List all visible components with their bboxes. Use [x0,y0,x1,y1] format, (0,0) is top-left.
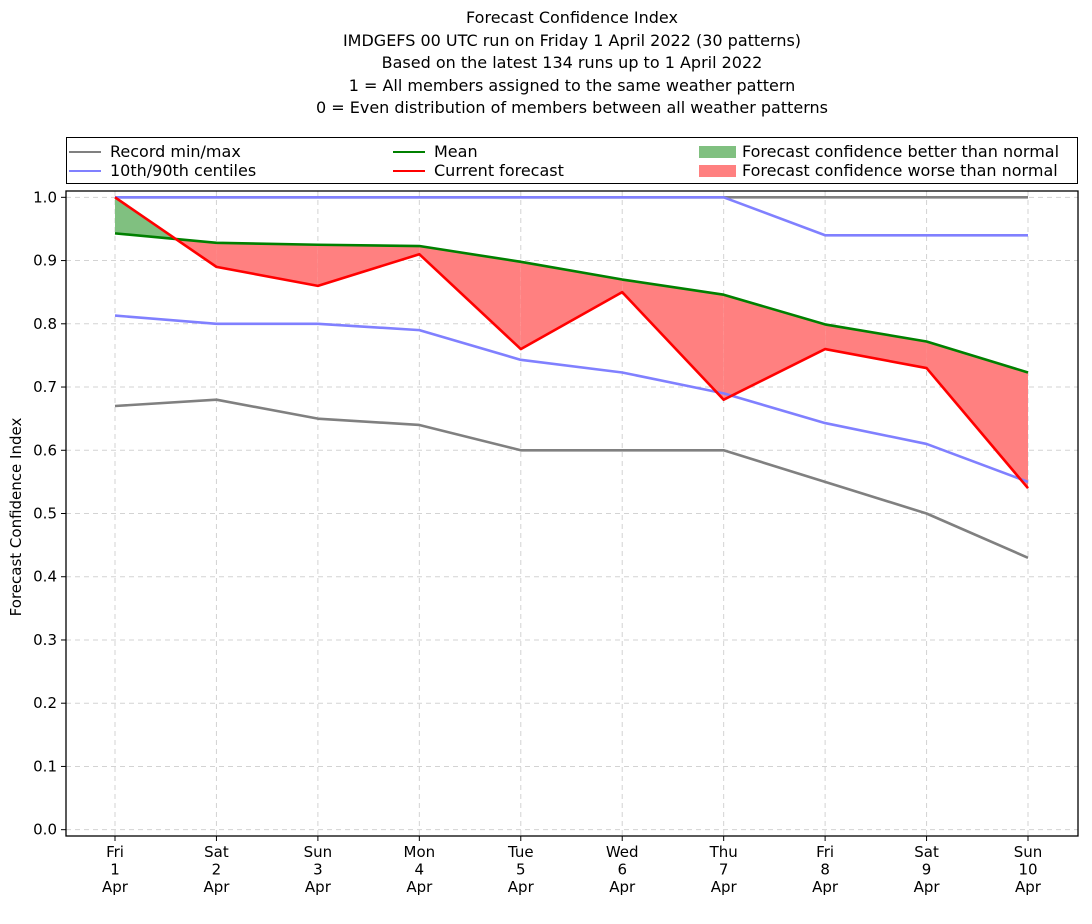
y-axis-label: Forecast Confidence Index [5,0,25,924]
y-tick-label: 0.3 [33,631,57,649]
legend-label-current: Current forecast [434,161,564,180]
x-tick-label: Apr [914,878,941,896]
legend-swatch-better [699,146,736,158]
legend-swatch-mean [393,151,425,153]
x-tick-label: Apr [508,878,535,896]
legend-label-better: Forecast confidence better than normal [742,142,1060,161]
x-tick-label: Wed [606,843,639,861]
x-tick-label: Mon [404,843,436,861]
y-tick-label: 0.1 [33,757,57,775]
series-line-10th-centile [114,314,1029,484]
legend-swatch-centiles [69,170,101,172]
x-tick-label: Sun [304,843,333,861]
x-tick-label: Fri [106,843,124,861]
x-tick-label: 7 [719,861,729,879]
x-tick-label: Fri [816,843,834,861]
fill-worse-region [419,246,521,350]
y-tick-label: 0.6 [33,441,57,459]
series-line-90th-centile [115,196,1028,237]
y-tick-label: 0.4 [33,568,57,586]
title-line-4: 1 = All members assigned to the same wea… [348,75,796,95]
fill-worse-region [723,294,826,400]
x-tick-label: Apr [406,878,433,896]
y-axis-label-text: Forecast Confidence Index [7,417,25,617]
y-tick-label: 0.9 [33,252,57,270]
fill-worse-region [825,324,927,369]
y-tick-label: 0.0 [33,821,57,839]
x-tick-label: Sat [914,843,939,861]
x-tick-label: 2 [212,861,222,879]
title-line-3: Based on the latest 134 runs up to 1 Apr… [381,53,763,73]
legend-swatch-record [69,151,101,153]
title-line-5: 0 = Even distribution of members between… [315,98,829,118]
fill-worse-region [520,261,623,350]
y-tick-label: 0.2 [33,694,57,712]
title-line-1: Forecast Confidence Index [466,8,678,27]
series-line-mean [114,232,1029,374]
title-line-2: IMDGEFS 00 UTC run on Friday 1 April 202… [342,30,802,50]
legend-label-mean: Mean [434,142,478,161]
legend-item-current: Current forecast [393,162,564,180]
y-tick-label: 0.5 [33,505,57,523]
x-tick-label: Apr [305,878,332,896]
x-tick-label: 1 [110,861,120,879]
legend-label-record: Record min/max [110,142,241,161]
x-tick-label: Apr [1015,878,1042,896]
y-tick-label: 0.8 [33,315,57,333]
x-tick-label: Thu [709,843,738,861]
fill-worse-region [317,244,420,286]
x-tick-label: Apr [812,878,839,896]
legend-label-centiles: 10th/90th centiles [110,161,257,180]
legend-swatch-worse [699,165,736,177]
x-tick-label: 9 [922,861,932,879]
x-tick-label: Tue [507,843,534,861]
legend-item-worse: Forecast confidence worse than normal [699,162,1058,180]
series-line-record-min [114,398,1029,559]
y-tick-label: 0.7 [33,378,57,396]
legend-item-centiles: 10th/90th centiles [69,162,256,180]
x-tick-label: Apr [711,878,738,896]
chart-title: Forecast Confidence Index IMDGEFS 00 UTC… [0,7,1092,120]
x-tick-label: 6 [617,861,627,879]
legend-item-mean: Mean [393,143,478,161]
x-tick-label: 3 [313,861,323,879]
fill-worse-region [622,279,724,400]
x-tick-label: 10 [1018,861,1037,879]
fill-worse-region [926,341,1028,489]
fill-worse-region [216,242,318,286]
x-tick-label: 4 [415,861,425,879]
legend-item-better: Forecast confidence better than normal [699,143,1059,161]
series-line-current-forecast [114,196,1029,490]
x-tick-label: 5 [516,861,526,879]
legend-swatch-current [393,170,425,172]
legend-label-worse: Forecast confidence worse than normal [742,161,1058,180]
x-tick-label: Apr [609,878,636,896]
x-tick-label: Apr [203,878,230,896]
x-tick-label: Apr [102,878,129,896]
x-tick-label: Sun [1014,843,1043,861]
x-tick-label: Sat [204,843,229,861]
y-tick-label: 1.0 [33,188,57,206]
x-tick-label: 8 [820,861,830,879]
legend-item-record: Record min/max [69,143,241,161]
chart-legend: Record min/max 10th/90th centiles Mean C… [66,137,1078,184]
